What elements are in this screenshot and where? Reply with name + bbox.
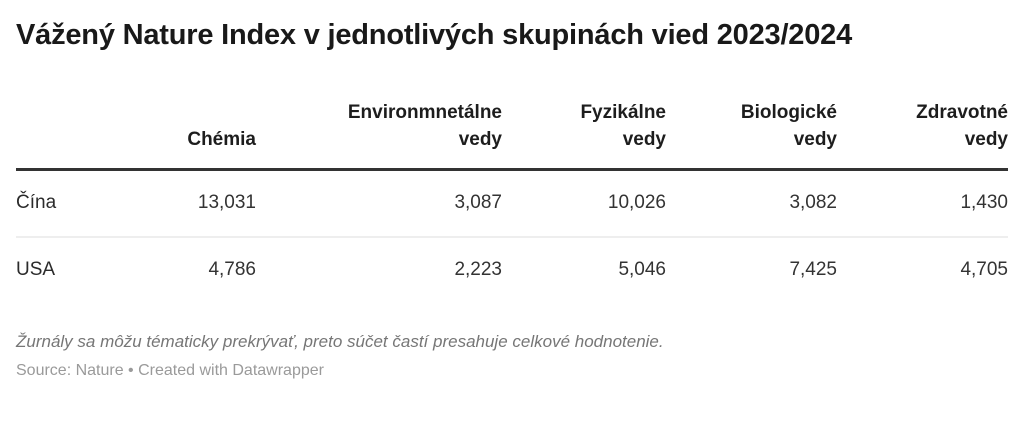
table-cell: 2,223 <box>454 258 502 280</box>
table-cell: 1,430 <box>837 169 1008 238</box>
column-header-fyzikalne-vedy: Fyzikálne vedy <box>502 100 666 172</box>
corner-cell <box>16 100 106 172</box>
table-cell: 3,087 <box>256 169 502 238</box>
table-cell: 13,031 <box>106 169 256 238</box>
chart-notes: Žurnály sa môžu tématicky prekrývať, pre… <box>16 332 664 352</box>
column-header-chemia: Chémia <box>106 100 256 172</box>
data-table: Chémia Environmnetálne vedy Fyzikálne ve… <box>16 100 1008 302</box>
row-label-usa: USA <box>16 258 56 280</box>
chart-source-line: Source: Nature • Created with Datawrappe… <box>16 362 324 380</box>
row-label-cina: Čína <box>16 169 106 238</box>
table-cell: 4,705 <box>960 258 1008 280</box>
chart-title: Vážený Nature Index v jednotlivých skupi… <box>16 19 853 51</box>
table-cell: 4,786 <box>208 258 256 280</box>
table-cell: 10,026 <box>502 169 666 238</box>
table-cell: 5,046 <box>618 258 666 280</box>
column-header-environmentalne-vedy: Environmnetálne vedy <box>256 100 502 172</box>
table-header-row: Chémia Environmnetálne vedy Fyzikálne ve… <box>16 100 1008 172</box>
table-row-cina: Čína 13,031 3,087 10,026 3,082 1,430 <box>16 169 1008 238</box>
column-header-zdravotne-vedy: Zdravotné vedy <box>837 100 1008 172</box>
table-cell: 7,425 <box>789 258 837 280</box>
table-cell: 3,082 <box>666 169 837 238</box>
table-row-usa: USA 4,786 2,223 5,046 7,425 4,705 <box>16 237 1008 303</box>
column-header-biologicke-vedy: Biologické vedy <box>666 100 837 172</box>
